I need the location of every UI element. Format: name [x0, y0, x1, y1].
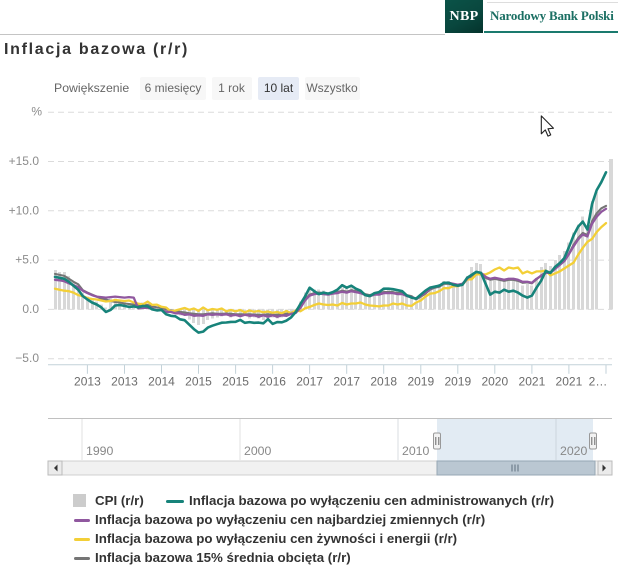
svg-text:+15.0: +15.0 [9, 154, 40, 168]
svg-text:1990: 1990 [86, 444, 114, 458]
svg-text:2021: 2021 [556, 375, 583, 389]
svg-text:−5.0: −5.0 [15, 351, 39, 365]
svg-text:2…: 2… [589, 375, 608, 389]
svg-text:+5.0: +5.0 [15, 253, 39, 267]
svg-text:2017: 2017 [333, 375, 360, 389]
svg-text:2019: 2019 [407, 375, 434, 389]
svg-text:2018: 2018 [370, 375, 397, 389]
svg-text:2013: 2013 [74, 375, 101, 389]
svg-text:2013: 2013 [111, 375, 138, 389]
svg-text:2015: 2015 [185, 375, 212, 389]
svg-text:2014: 2014 [148, 375, 175, 389]
svg-text:2010: 2010 [402, 444, 430, 458]
svg-text:2016: 2016 [259, 375, 286, 389]
svg-text:2000: 2000 [244, 444, 272, 458]
svg-text:2019: 2019 [444, 375, 471, 389]
svg-text:2017: 2017 [296, 375, 323, 389]
svg-text:+10.0: +10.0 [9, 203, 40, 217]
svg-text:%: % [31, 105, 42, 119]
svg-text:2020: 2020 [481, 375, 508, 389]
svg-text:2021: 2021 [519, 375, 546, 389]
svg-text:2015: 2015 [222, 375, 249, 389]
svg-text:2020: 2020 [560, 444, 588, 458]
svg-text:0.0: 0.0 [22, 302, 39, 316]
